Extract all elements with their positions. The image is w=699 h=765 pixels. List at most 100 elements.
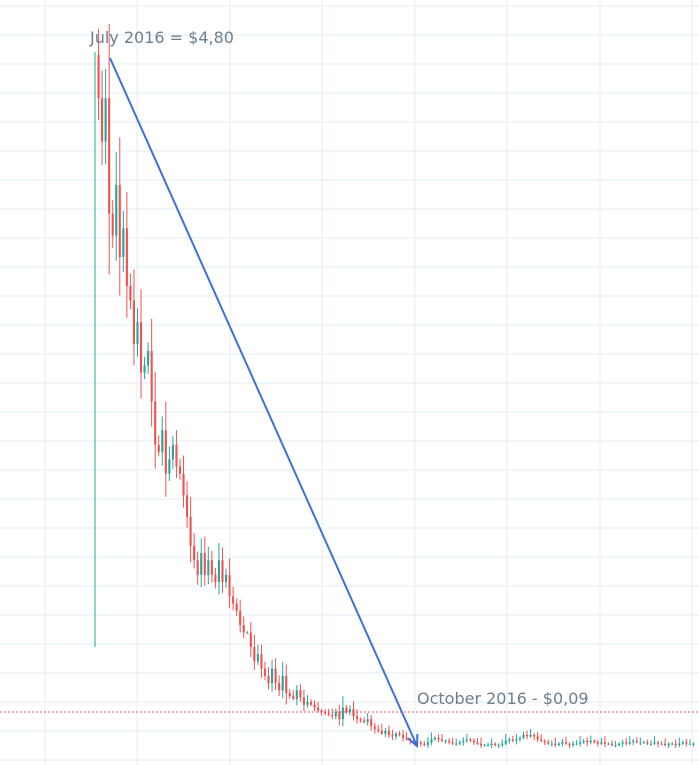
candle-body [232,596,235,604]
candle-body [246,632,249,634]
candle-body [363,720,366,723]
candle-body [579,742,582,744]
candle-body [554,743,557,746]
candle-body [564,742,568,744]
candle-body [522,735,525,738]
candle-body [398,733,401,736]
candle-body [440,739,444,741]
candle-body [419,742,422,744]
candle-body [600,742,603,744]
candle-body [186,495,189,517]
candle-body [525,735,529,737]
candle-body [688,743,691,745]
candle-body [341,707,344,720]
candle-body [529,735,532,737]
candle-body [164,430,167,474]
candle-body [437,737,440,740]
candle-body [111,213,114,236]
candle-body [610,743,614,746]
start-annotation-label: July 2016 = $4,80 [89,28,234,47]
candle-body [394,733,398,737]
candle-body [575,743,578,745]
candle-body [674,743,677,746]
candle-body [586,740,589,743]
candle-body [115,184,118,236]
candle-body [288,693,291,697]
candle-body [405,737,408,740]
candle-body [543,740,546,743]
trend-arrow [109,57,419,749]
candle-body [313,704,316,708]
candle-body [391,735,394,737]
candle-body [625,742,628,744]
candle-body [632,740,635,743]
candle-body [373,726,376,730]
candle-body [224,574,228,582]
candle-body [455,743,458,745]
candle-body [596,742,599,744]
candle-body [628,742,631,744]
candle-body [118,184,121,258]
candle-body [518,737,522,740]
candle-body [561,742,564,744]
candle-body [253,646,256,662]
candle-body [444,740,447,742]
candle-body [508,739,511,741]
candle-body [582,740,585,743]
candle-body [352,709,355,717]
candle-body [97,55,100,99]
candle-body [104,98,107,142]
candle-body [667,743,670,746]
candle-body [147,350,150,366]
candle-body [653,742,656,744]
candle-body [642,742,645,744]
candle-body [533,735,536,737]
candle-body [593,740,596,743]
candle-body [490,743,493,746]
candle-body [345,707,348,712]
candle-body [239,610,242,626]
candle-body [228,574,231,597]
candle-body [125,228,128,286]
candle-body [678,743,681,746]
candle-body [536,736,539,740]
candle-body [210,560,213,575]
candle-body [370,719,373,727]
candle-body [196,560,199,575]
candle-body [469,739,472,741]
candle-body [458,742,461,744]
candle-body [129,286,132,301]
candle-body [511,739,514,741]
candle-body [607,743,610,745]
candle-body [384,730,387,734]
candle-body [285,675,288,694]
candle-body [366,719,369,723]
candle-body [568,743,571,746]
candle-body [317,707,320,711]
candle-body [646,742,649,744]
candle-body [270,668,274,684]
candle-body [412,740,415,743]
candle-body [214,574,217,582]
candle-body [501,743,504,746]
candle-body [217,560,221,582]
candle-body [263,668,267,676]
candle-body [143,365,146,373]
candle-body [448,740,451,743]
candle-body [235,603,238,611]
arrow-head [407,733,419,749]
candle-body [338,711,341,720]
candle-body [299,690,302,698]
candle-body [249,632,252,647]
candle-body [614,745,617,747]
candle-body [132,300,136,344]
candle-body [497,745,500,747]
candle-body [320,710,323,712]
candle-body [324,711,327,714]
candle-body [547,742,550,744]
candle-body [603,742,606,744]
candle-body [465,739,468,741]
candle-body [136,322,139,344]
candle-body [479,743,483,746]
